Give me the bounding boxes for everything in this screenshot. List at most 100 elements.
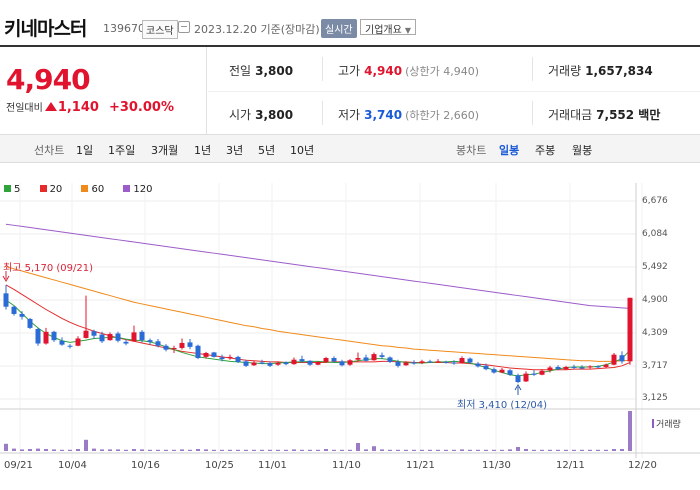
volume-bar	[516, 447, 520, 451]
volume-bar	[44, 449, 48, 451]
volume-bar	[268, 449, 272, 451]
candle-body	[379, 355, 385, 357]
candle-body	[187, 342, 193, 347]
candle-body	[595, 366, 601, 368]
candle-daily[interactable]: 일봉	[499, 144, 520, 157]
legend-ma60: 60	[81, 184, 112, 195]
stat-label: 저가	[338, 108, 361, 122]
chart-svg	[0, 183, 700, 458]
stat-high: 고가 4,940 (상한가 4,940)	[338, 62, 479, 79]
company-overview-label: 기업개요	[365, 25, 402, 36]
candle-body	[579, 367, 585, 369]
volume-bar	[532, 449, 536, 451]
candle-body	[459, 358, 465, 364]
volume-bar	[484, 449, 488, 451]
legend-swatch	[123, 185, 131, 192]
y-tick-label: 3,717	[642, 361, 668, 371]
volume-bar	[28, 449, 32, 451]
realtime-button[interactable]: 실시간	[321, 19, 357, 38]
candle-body	[91, 331, 97, 336]
volume-bar	[332, 449, 336, 451]
legend-swatch	[4, 185, 11, 192]
period-1y[interactable]: 1년	[194, 144, 212, 157]
period-5y[interactable]: 5년	[258, 144, 276, 157]
date-text: 2023.12.20 기준(장마감)	[194, 23, 320, 36]
volume-bar	[588, 449, 592, 451]
volume-bar	[412, 449, 416, 451]
candle-body	[75, 338, 81, 346]
price-change: 전일대비 1,140 +30.00%	[6, 99, 174, 115]
volume-bar	[108, 449, 112, 451]
candle-body	[571, 366, 577, 368]
volume-bar	[452, 449, 456, 451]
stat-volume: 거래량 1,657,834	[548, 62, 653, 79]
volume-bar	[228, 449, 232, 451]
stat-prev-close: 전일 3,800	[229, 62, 293, 79]
candle-chart-title: 봉차트	[456, 144, 487, 157]
volume-bar	[548, 449, 552, 451]
candle-body	[251, 362, 257, 366]
volume-bar	[612, 449, 616, 451]
volume-bar	[276, 449, 280, 451]
period-1d[interactable]: 1일	[76, 144, 94, 157]
candle-body	[371, 354, 377, 361]
period-1w[interactable]: 1주일	[108, 144, 136, 157]
stat-trade-value: 거래대금 7,552 백만	[548, 106, 660, 123]
volume-bar	[372, 446, 376, 451]
legend-label: 20	[49, 184, 63, 195]
candle-body	[563, 366, 569, 370]
y-tick-label: 6,676	[642, 196, 668, 206]
candle-monthly[interactable]: 월봉	[572, 144, 593, 157]
candle-weekly[interactable]: 주봉	[535, 144, 556, 157]
volume-bar	[244, 449, 248, 451]
stat-sub: (상한가 4,940)	[405, 65, 479, 78]
volume-bar	[284, 449, 288, 451]
candle-body	[467, 358, 473, 363]
stock-code: 139670	[103, 22, 145, 35]
x-tick-label: 11/01	[258, 460, 287, 471]
stock-header: 키네마스터 139670 코스닥 2023.12.20 기준(장마감) 실시간 …	[0, 0, 700, 44]
volume-bar	[148, 449, 152, 451]
calendar-icon	[178, 21, 190, 33]
volume-bar	[380, 449, 384, 451]
y-tick-label: 6,084	[642, 229, 668, 239]
volume-swatch	[652, 419, 654, 428]
low-annotation: 최저 3,410 (12/04)	[457, 400, 548, 411]
volume-bar	[556, 449, 560, 451]
candle-body	[547, 367, 553, 371]
volume-bar	[188, 449, 192, 451]
candle-body	[299, 359, 305, 362]
candle-body	[99, 334, 105, 342]
volume-bar	[60, 449, 64, 451]
candle-body	[27, 318, 33, 328]
volume-bar	[356, 443, 360, 451]
x-tick-label: 11/21	[406, 460, 435, 471]
period-3m[interactable]: 3개월	[151, 144, 179, 157]
volume-bar	[12, 448, 16, 451]
volume-bar	[340, 449, 344, 451]
up-arrow-icon	[44, 102, 57, 111]
candle-body	[555, 366, 561, 370]
price-chart[interactable]	[0, 163, 700, 490]
volume-bar	[156, 449, 160, 451]
company-overview-select[interactable]: 기업개요 ▼	[360, 19, 416, 36]
volume-bar	[292, 449, 296, 451]
volume-bar	[444, 449, 448, 451]
candle-body	[59, 340, 65, 345]
stat-label: 거래대금	[548, 108, 593, 122]
volume-bar	[492, 449, 496, 451]
current-price-panel: 4,940 전일대비 1,140 +30.00%	[0, 47, 207, 135]
period-3y[interactable]: 3년	[226, 144, 244, 157]
divider	[322, 57, 323, 81]
volume-bar	[308, 449, 312, 451]
candle-body	[419, 361, 425, 364]
high-annotation: 최고 5,170 (09/21)	[3, 263, 94, 274]
candle-body	[315, 361, 321, 365]
legend-label: 120	[133, 184, 153, 195]
legend-label: 60	[91, 184, 105, 195]
y-tick-label: 3,125	[642, 393, 668, 403]
candle-body	[451, 362, 457, 364]
period-10y[interactable]: 10년	[290, 144, 315, 157]
candle-body	[11, 306, 17, 314]
legend-swatch	[39, 185, 47, 192]
